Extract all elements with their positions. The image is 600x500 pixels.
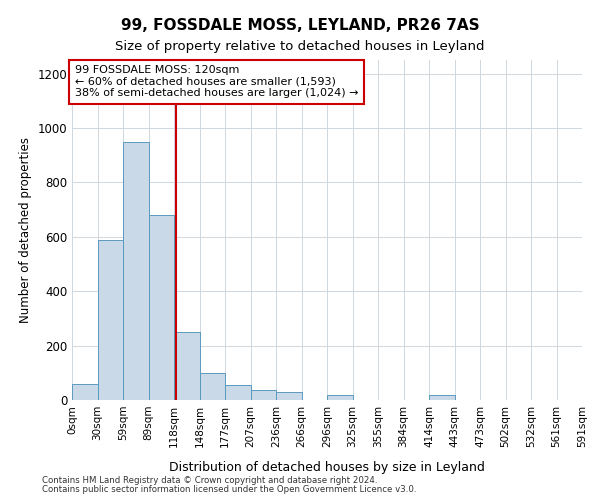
Bar: [174, 332, 199, 400]
Text: Contains HM Land Registry data © Crown copyright and database right 2024.: Contains HM Land Registry data © Crown c…: [42, 476, 377, 485]
Text: 99, FOSSDALE MOSS, LEYLAND, PR26 7AS: 99, FOSSDALE MOSS, LEYLAND, PR26 7AS: [121, 18, 479, 32]
Text: Size of property relative to detached houses in Leyland: Size of property relative to detached ho…: [115, 40, 485, 53]
Bar: [149, 215, 174, 400]
Text: 99 FOSSDALE MOSS: 120sqm
← 60% of detached houses are smaller (1,593)
38% of sem: 99 FOSSDALE MOSS: 120sqm ← 60% of detach…: [74, 65, 358, 98]
Y-axis label: Number of detached properties: Number of detached properties: [19, 137, 32, 323]
Bar: [225, 385, 251, 400]
Bar: [97, 240, 123, 400]
Bar: [72, 384, 97, 400]
Bar: [276, 392, 302, 400]
Bar: [199, 373, 225, 400]
Bar: [123, 142, 149, 400]
X-axis label: Distribution of detached houses by size in Leyland: Distribution of detached houses by size …: [169, 461, 485, 474]
Bar: [251, 390, 276, 400]
Bar: [327, 394, 353, 400]
Bar: [429, 394, 455, 400]
Text: Contains public sector information licensed under the Open Government Licence v3: Contains public sector information licen…: [42, 485, 416, 494]
